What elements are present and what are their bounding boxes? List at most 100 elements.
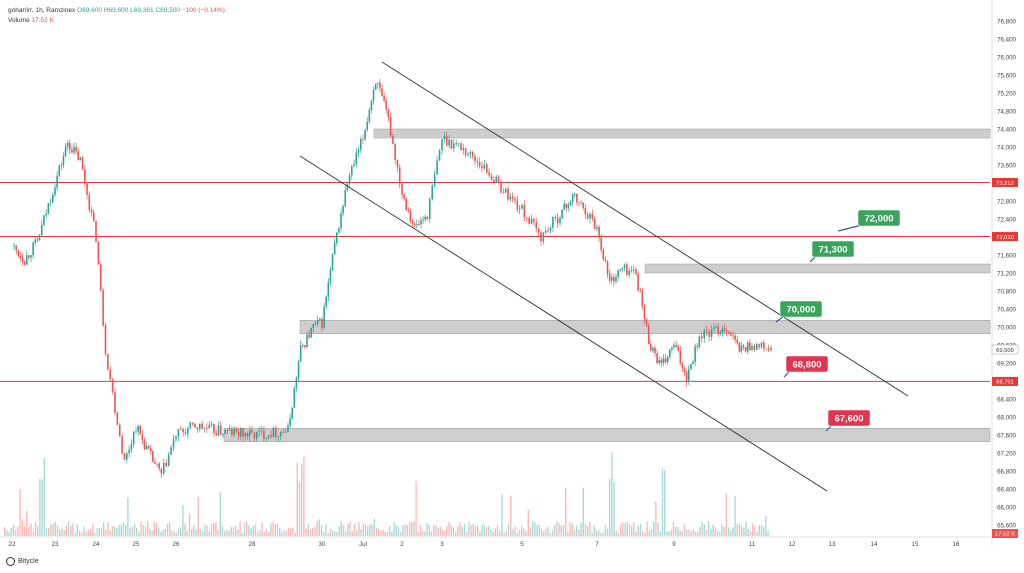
candle-body	[593, 218, 596, 229]
volume-bar	[637, 526, 639, 536]
target-price-tag[interactable]	[779, 300, 823, 318]
candle-body	[325, 296, 328, 307]
volume-bar	[664, 470, 666, 536]
candle-body	[310, 327, 313, 338]
channel-upper-line[interactable]	[381, 61, 909, 397]
volume-bar	[758, 525, 760, 536]
candle-body	[767, 348, 770, 351]
candle-body	[668, 349, 671, 357]
volume-bar	[312, 527, 314, 536]
volume-bar	[26, 510, 28, 536]
volume-bar	[501, 494, 503, 536]
y-tick-label: 69,200	[997, 361, 1016, 368]
volume-bar	[30, 523, 32, 536]
candle-body	[43, 215, 45, 225]
candle-body	[353, 164, 355, 167]
candle-body	[154, 461, 156, 464]
volume-bar	[296, 462, 298, 536]
target-price-label: 72,000	[864, 214, 893, 225]
candle-body	[623, 264, 626, 268]
candle-body	[228, 429, 231, 431]
candle-body	[426, 216, 429, 219]
volume-bar	[633, 522, 635, 536]
volume-bar	[4, 527, 6, 536]
volume-bar	[683, 524, 686, 536]
candle-body	[692, 361, 694, 365]
candle-body	[137, 426, 139, 432]
candle-body	[143, 439, 146, 450]
volume-bar	[622, 522, 624, 536]
brand-logo-icon	[6, 557, 15, 566]
candle-body	[394, 144, 396, 161]
volume-bar	[133, 523, 136, 536]
candle-body	[528, 217, 530, 224]
candle-body	[217, 425, 220, 436]
volume-bar	[446, 525, 448, 536]
volume-bar	[582, 487, 584, 536]
volume-bar	[356, 530, 358, 536]
candle-body	[738, 342, 741, 352]
candle-body	[666, 356, 669, 363]
candle-body	[518, 208, 521, 210]
candle-body	[102, 290, 104, 326]
volume-bar	[78, 530, 81, 536]
symbol-title[interactable]: gohar/irr, 1h, Ramzinex	[8, 7, 76, 14]
candle-body	[540, 232, 542, 242]
volume-bar	[404, 524, 406, 536]
target-price-tag[interactable]	[811, 240, 855, 258]
candle-body	[652, 347, 654, 351]
volume-bar	[584, 523, 587, 536]
volume-bar	[578, 528, 580, 536]
candle-body	[17, 250, 20, 256]
volume-bar	[714, 526, 716, 536]
x-tick-label: 23	[52, 541, 59, 548]
volume-bar	[419, 525, 422, 536]
candle-body	[340, 213, 342, 229]
target-price-tag[interactable]	[857, 209, 901, 227]
volume-bar	[595, 530, 598, 536]
candle-body	[357, 149, 360, 153]
candle-body	[681, 363, 684, 369]
volume-label[interactable]: Volume	[8, 17, 30, 24]
volume-bar	[490, 529, 492, 536]
x-tick-label: 7	[595, 541, 599, 548]
volume-bar	[237, 529, 239, 536]
volume-bar	[411, 522, 413, 536]
volume-bar	[573, 530, 576, 536]
volume-bar	[380, 531, 382, 536]
candle-body	[23, 261, 26, 265]
volume-bar	[10, 528, 12, 536]
candle-body	[49, 202, 52, 204]
candle-body	[662, 358, 665, 363]
candle-body	[253, 432, 256, 439]
candle-body	[71, 149, 73, 153]
volume-bar	[28, 526, 30, 536]
channel-lower-line[interactable]	[299, 155, 828, 492]
candle-body	[488, 172, 490, 176]
volume-bar	[120, 524, 122, 536]
volume-bar	[389, 525, 391, 536]
candle-body	[708, 331, 710, 337]
volume-bar	[598, 530, 600, 536]
volume-bar	[63, 529, 65, 536]
volume-bar	[510, 495, 512, 536]
axis-price-tag-label: 69,500	[996, 348, 1014, 354]
candle-body	[455, 143, 458, 145]
volume-bar	[94, 532, 96, 536]
target-price-tag[interactable]	[827, 409, 871, 427]
candle-body	[441, 139, 443, 151]
volume-bar	[593, 525, 595, 536]
x-tick-label: 25	[133, 541, 140, 548]
volume-bar	[763, 526, 765, 536]
volume-bar	[435, 525, 437, 536]
volume-bar	[21, 519, 23, 536]
candle-body	[231, 429, 233, 435]
candle-body	[694, 346, 696, 362]
volume-bar	[334, 531, 336, 536]
volume-bar	[692, 529, 694, 536]
volume-bar	[428, 524, 430, 536]
target-price-tag[interactable]	[785, 355, 829, 373]
candle-body	[235, 429, 238, 432]
